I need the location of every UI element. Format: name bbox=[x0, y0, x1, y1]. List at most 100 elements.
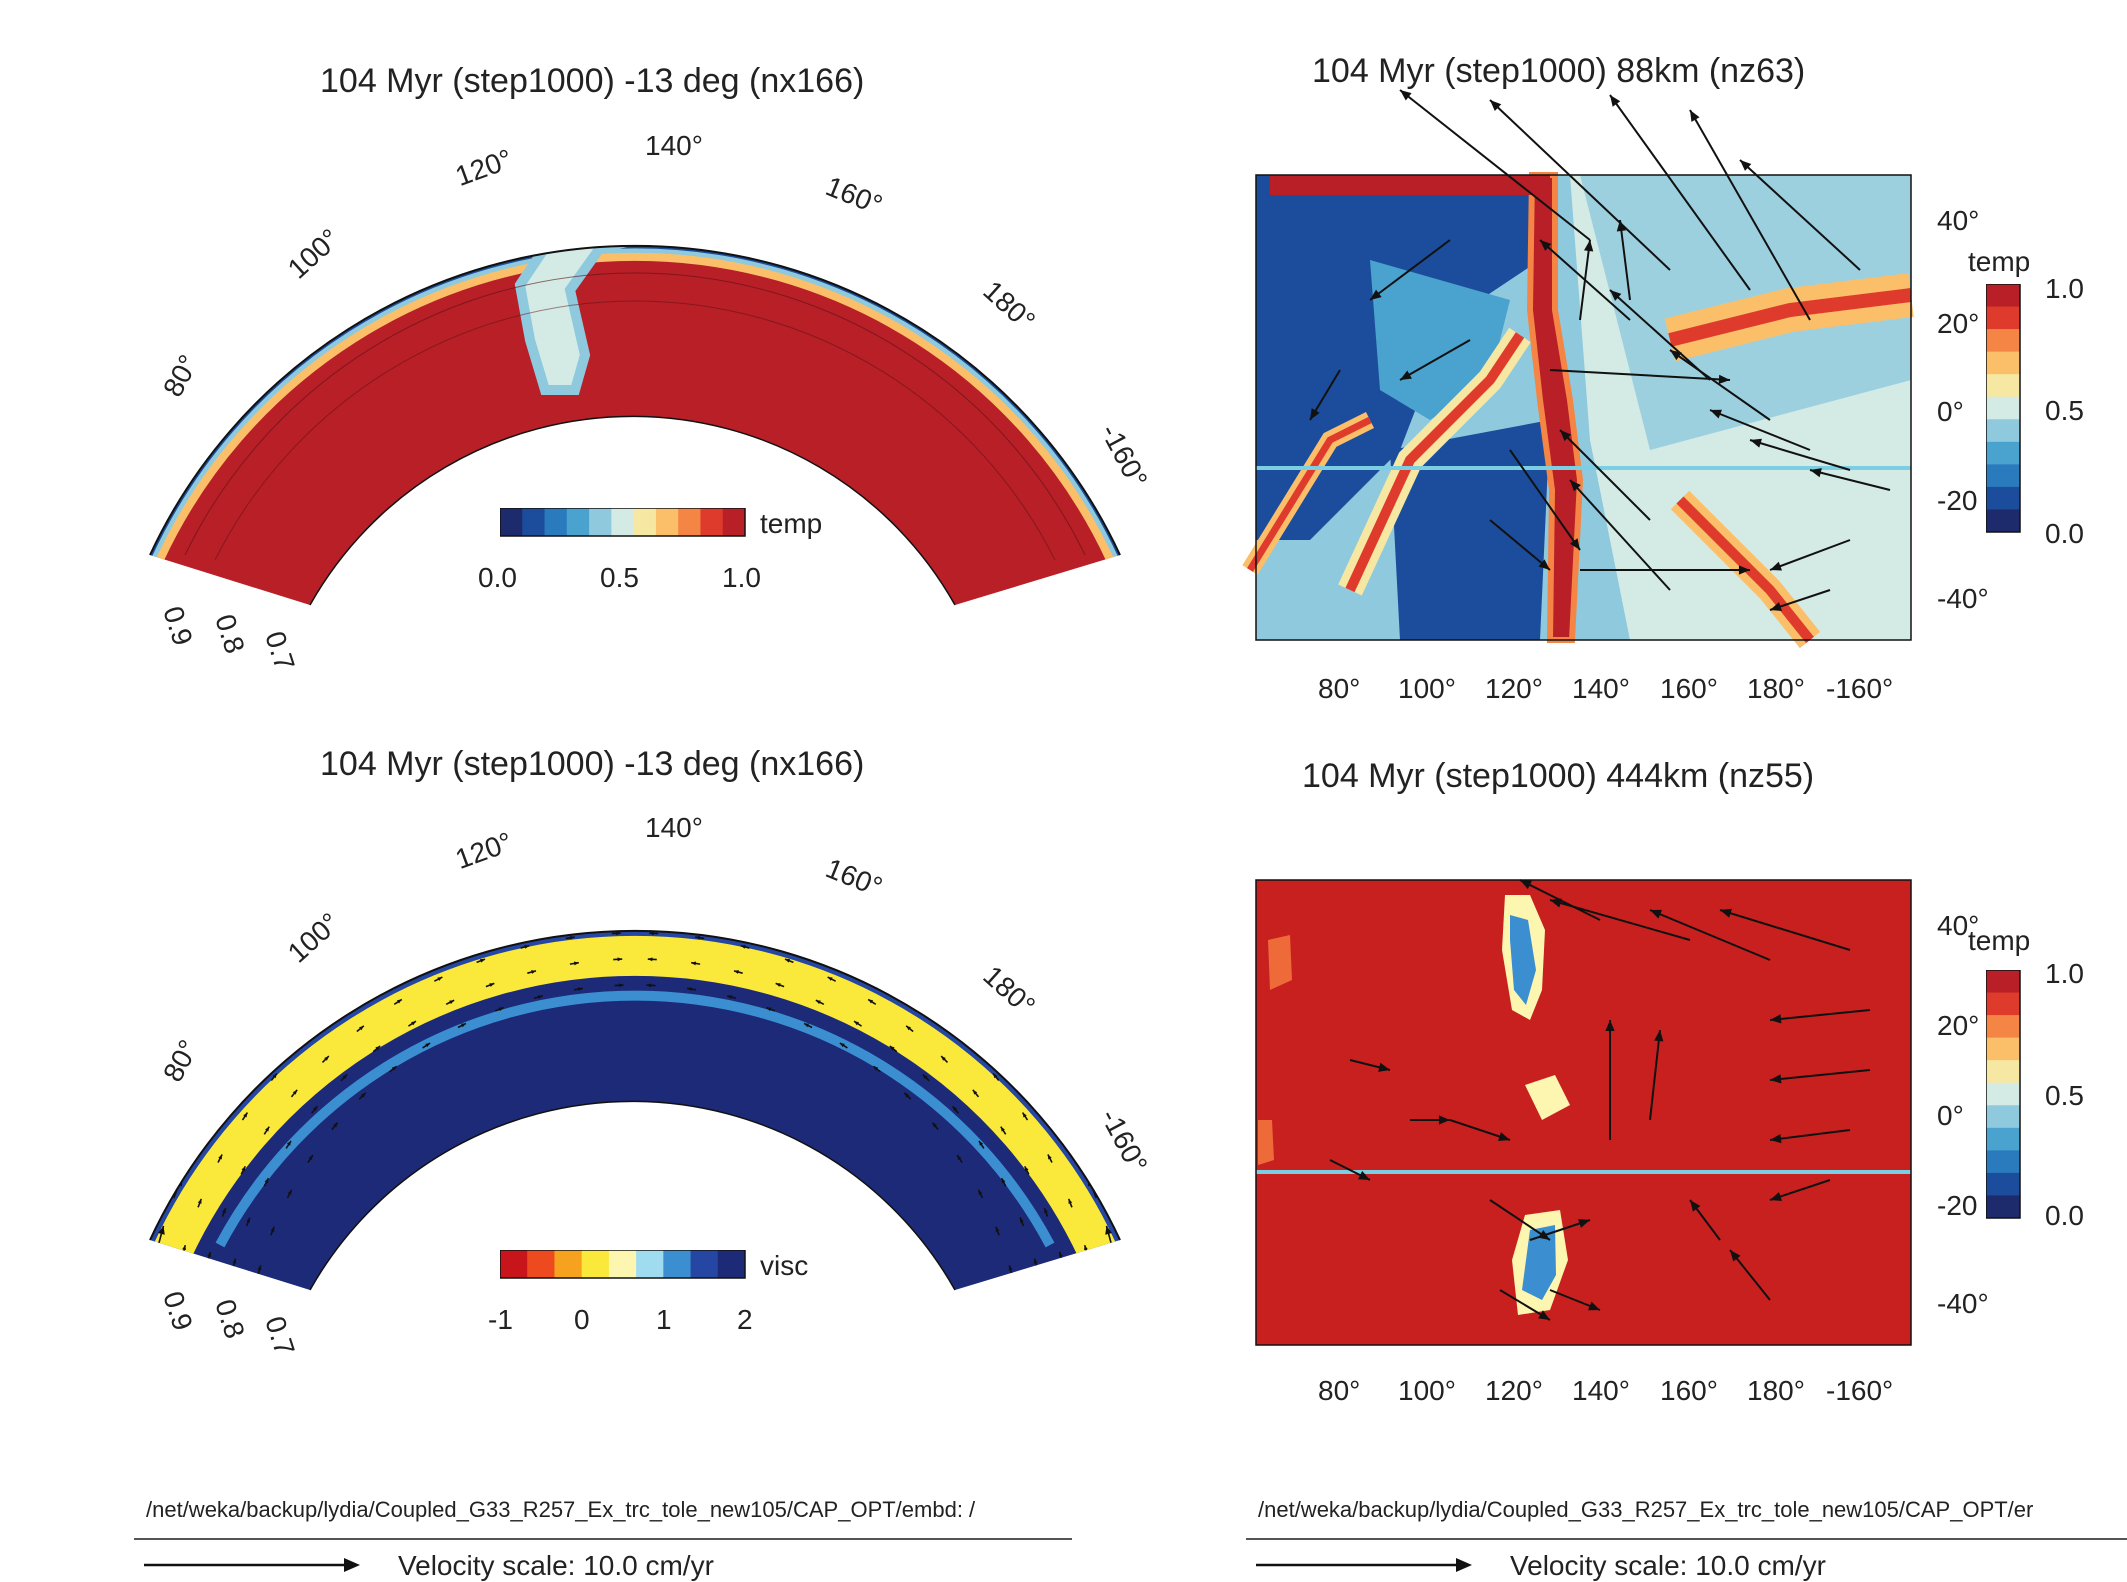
velocity-arrow-head bbox=[695, 856, 704, 863]
colorbar-swatch bbox=[545, 508, 568, 536]
colorbar-swatch bbox=[1986, 1015, 2020, 1038]
colorbar-swatch bbox=[1986, 1128, 2020, 1151]
velocity-arrow bbox=[449, 882, 470, 890]
velocity-arrow-head bbox=[225, 1087, 232, 1096]
colorbar-swatch bbox=[1986, 1083, 2020, 1106]
bottom-left-colorbar-tick-m1: -1 bbox=[488, 1304, 513, 1336]
velocity-arrow-head bbox=[567, 856, 576, 863]
velocity-arrow-head bbox=[383, 978, 388, 982]
top-right-x-tick-140: 140° bbox=[1572, 673, 1630, 705]
top-left-colorbar-tick-1: 1.0 bbox=[722, 562, 761, 594]
velocity-arrow-head bbox=[621, 851, 629, 858]
top-right-y-tick-20: 20° bbox=[1937, 308, 1979, 340]
velocity-arrow bbox=[691, 884, 713, 887]
colorbar-swatch bbox=[1986, 1060, 2020, 1083]
colorbar-swatch bbox=[1986, 1105, 2020, 1128]
velocity-arrow-head bbox=[801, 881, 810, 888]
velocity-arrow bbox=[150, 1168, 158, 1189]
footer-left-velocity-arrow bbox=[144, 1556, 364, 1576]
top-right-y-tick-0: 0° bbox=[1937, 396, 1964, 428]
velocity-arrow bbox=[286, 1010, 302, 1026]
velocity-arrow-head bbox=[519, 891, 528, 898]
velocity-arrow-head bbox=[571, 881, 580, 888]
bottom-left-colorbar-tick-0: 0 bbox=[574, 1304, 590, 1336]
colorbar-swatch bbox=[527, 1250, 555, 1278]
colorbar-swatch bbox=[611, 508, 634, 536]
velocity-arrow-head bbox=[886, 949, 895, 956]
colorbar-swatch bbox=[567, 508, 590, 536]
velocity-arrow-head bbox=[333, 977, 342, 985]
velocity-arrow bbox=[609, 881, 631, 882]
velocity-arrow bbox=[839, 954, 847, 958]
velocity-arrow bbox=[923, 1006, 930, 1012]
velocity-arrow bbox=[886, 949, 904, 961]
velocity-arrow-head bbox=[421, 925, 430, 932]
velocity-arrow-head bbox=[794, 935, 799, 939]
velocity-arrow bbox=[608, 855, 630, 856]
velocity-arrow bbox=[945, 957, 962, 971]
colorbar-swatch bbox=[1986, 442, 2020, 465]
footer-right-path: /net/weka/backup/lydia/Coupled_G33_R257_… bbox=[1258, 1497, 2033, 1523]
velocity-arrow-head bbox=[1037, 1087, 1044, 1096]
colorbar-swatch bbox=[1986, 374, 2020, 397]
bottom-right-colorbar-label: temp bbox=[1968, 925, 2030, 957]
velocity-arrow-head bbox=[623, 877, 631, 884]
colorbar-swatch bbox=[1986, 509, 2020, 532]
velocity-arrow bbox=[801, 882, 822, 890]
bottom-right-map bbox=[1250, 820, 1950, 1340]
velocity-arrow bbox=[366, 949, 384, 961]
velocity-arrow-head bbox=[840, 925, 849, 932]
bottom-left-cross-section bbox=[0, 775, 1200, 1475]
colorbar-swatch bbox=[723, 508, 746, 536]
top-right-x-tick-120: 120° bbox=[1485, 673, 1543, 705]
velocity-arrow-head bbox=[1059, 1073, 1066, 1082]
colorbar-swatch bbox=[718, 1250, 746, 1278]
top-right-x-tick-m160: -160° bbox=[1826, 673, 1893, 705]
velocity-arrow-head bbox=[615, 905, 620, 909]
velocity-arrow bbox=[231, 1031, 245, 1048]
velocity-arrow-head bbox=[691, 881, 700, 888]
colorbar-swatch bbox=[1986, 464, 2020, 487]
velocity-arrow bbox=[172, 1119, 182, 1139]
colorbar-swatch bbox=[609, 1250, 637, 1278]
bottom-right-x-tick-100: 100° bbox=[1398, 1375, 1456, 1407]
velocity-arrow bbox=[467, 935, 475, 938]
top-right-colorbar-tick-05: 0.5 bbox=[2045, 395, 2084, 427]
colorbar-swatch bbox=[522, 508, 545, 536]
bottom-right-x-tick-160: 160° bbox=[1660, 1375, 1718, 1407]
velocity-arrow-head bbox=[969, 1010, 977, 1018]
bottom-right-x-tick-80: 80° bbox=[1318, 1375, 1360, 1407]
colorbar-swatch bbox=[1986, 329, 2020, 352]
velocity-arrow-head bbox=[839, 954, 844, 958]
colorbar-swatch bbox=[1986, 352, 2020, 375]
colorbar-swatch bbox=[700, 508, 723, 536]
velocity-arrow bbox=[562, 911, 571, 912]
velocity-arrow bbox=[352, 927, 370, 939]
velocity-arrow-head bbox=[361, 927, 370, 934]
velocity-arrow-head bbox=[651, 905, 656, 909]
velocity-arrow-head bbox=[1005, 1047, 1013, 1056]
colorbar-swatch bbox=[691, 1250, 719, 1278]
velocity-arrow-head bbox=[640, 851, 648, 858]
velocity-arrow-head bbox=[426, 954, 431, 958]
velocity-arrow bbox=[411, 925, 431, 935]
footer-right-velocity-arrow bbox=[1256, 1556, 1476, 1576]
velocity-arrow-head bbox=[293, 1010, 301, 1018]
velocity-arrow bbox=[507, 892, 528, 898]
colorbar-swatch bbox=[1986, 1150, 2020, 1173]
velocity-arrow-head bbox=[1025, 1031, 1033, 1040]
velocity-arrow-head bbox=[198, 1131, 205, 1140]
colorbar-swatch bbox=[500, 508, 523, 536]
velocity-arrow bbox=[324, 977, 341, 991]
velocity-arrow-head bbox=[900, 927, 909, 934]
velocity-arrow bbox=[558, 884, 580, 887]
bottom-right-y-tick-0: 0° bbox=[1937, 1100, 1964, 1132]
colorbar-swatch bbox=[554, 1250, 582, 1278]
colorbar-swatch bbox=[1986, 487, 2020, 510]
footer-left-divider bbox=[134, 1538, 1072, 1540]
velocity-arrow-head bbox=[1130, 1219, 1137, 1228]
velocity-arrow-head bbox=[945, 957, 954, 965]
bottom-right-colorbar-tick-05: 0.5 bbox=[2045, 1080, 2084, 1112]
velocity-arrow bbox=[267, 992, 283, 1008]
velocity-arrow-head bbox=[471, 935, 476, 939]
